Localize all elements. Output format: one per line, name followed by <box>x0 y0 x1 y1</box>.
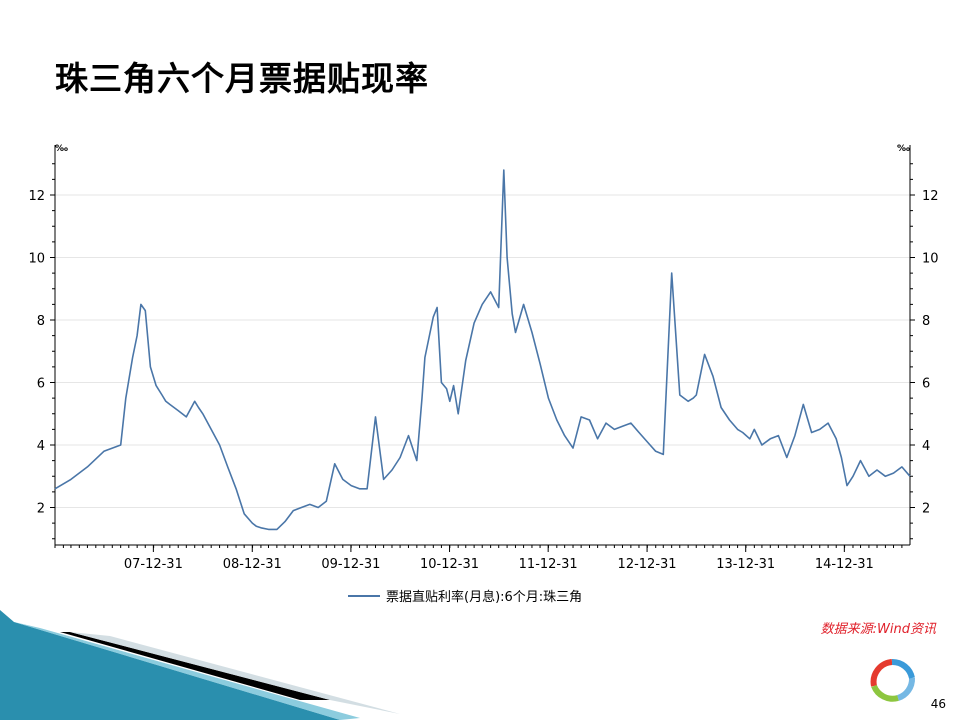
ribbon-grey <box>70 632 400 714</box>
y-tick-label-right: 8 <box>922 314 930 329</box>
y-tick-label-left: 4 <box>37 439 45 454</box>
unit-label-left: ‰ <box>55 144 68 154</box>
x-tick-label: 10-12-31 <box>420 557 479 572</box>
decorative-ribbon <box>0 610 400 720</box>
y-tick-label-left: 8 <box>37 314 45 329</box>
x-tick-label: 08-12-31 <box>223 557 282 572</box>
y-tick-label-left: 10 <box>28 252 45 267</box>
y-tick-label-right: 12 <box>922 189 939 204</box>
ribbon-black <box>60 632 330 700</box>
slide-title: 珠三角六个月票据贴现率 <box>55 59 429 98</box>
x-tick-label: 09-12-31 <box>321 557 380 572</box>
x-tick-label: 13-12-31 <box>716 557 775 572</box>
ribbon-light <box>14 622 360 720</box>
wind-logo-icon <box>870 659 915 702</box>
y-tick-label-right: 2 <box>922 502 930 517</box>
y-tick-label-left: 6 <box>37 377 45 392</box>
legend-label: 票据直贴利率(月息):6个月:珠三角 <box>386 589 582 605</box>
plot-area: 2 2 4 4 6 6 8 8 10 10 12 12 ‰ ‰ 07-12-31 08-12-31 09-12-… <box>28 144 938 605</box>
x-tick-label: 07-12-31 <box>124 557 183 572</box>
unit-label-right: ‰ <box>897 144 910 154</box>
page-number: 46 <box>930 697 946 711</box>
y-tick-label-left: 12 <box>28 189 45 204</box>
y-tick-label-left: 2 <box>37 502 45 517</box>
y-tick-label-right: 10 <box>922 252 939 267</box>
data-source-note: 数据来源:Wind资讯 <box>820 622 936 637</box>
ribbon-teal <box>0 610 340 720</box>
y-tick-label-right: 6 <box>922 377 930 392</box>
series-line <box>54 169 911 531</box>
x-tick-label: 11-12-31 <box>519 557 578 572</box>
x-tick-label: 14-12-31 <box>815 557 874 572</box>
x-tick-label: 12-12-31 <box>618 557 677 572</box>
y-tick-label-right: 4 <box>922 439 930 454</box>
